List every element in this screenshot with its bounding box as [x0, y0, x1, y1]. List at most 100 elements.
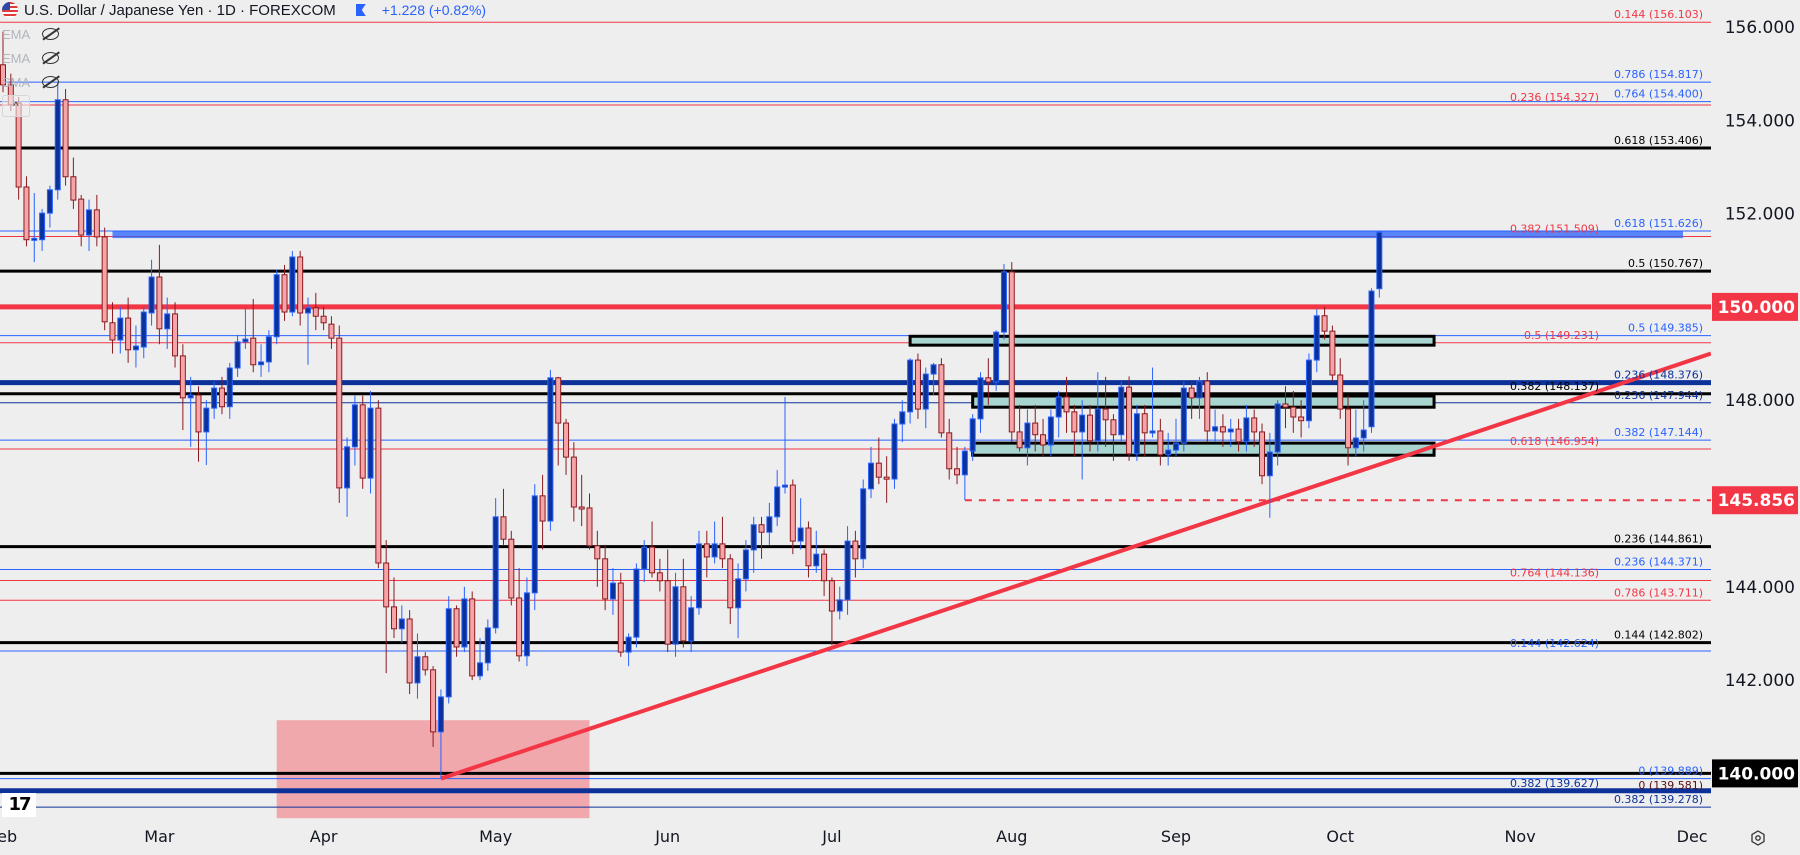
candle-body — [1345, 408, 1352, 449]
bullish-candle — [625, 633, 632, 667]
bearish-candle — [656, 558, 663, 592]
bullish-candle — [766, 502, 773, 545]
bullish-candle — [891, 418, 898, 489]
indicator-row[interactable]: SMA — [2, 74, 60, 90]
candle-body — [265, 336, 272, 363]
plot-area[interactable] — [0, 21, 1711, 819]
bearish-candle — [23, 176, 30, 247]
candle-body — [1126, 386, 1133, 455]
bearish-candle — [195, 386, 202, 462]
candle-body — [0, 64, 6, 86]
candle-body — [633, 568, 640, 638]
candle-body — [672, 586, 679, 645]
bullish-candle — [1055, 390, 1062, 438]
bearish-candle — [578, 474, 585, 527]
bearish-candle — [821, 549, 828, 597]
candle-body — [758, 524, 765, 533]
price-axis[interactable]: 156.000 154.000 152.000 148.000 144.000 142.0… — [1712, 18, 1798, 788]
candle-body — [813, 553, 820, 567]
candle-body — [875, 462, 882, 478]
fib-level-label: 0.382 (148.137) — [1510, 380, 1599, 393]
candle-body — [1008, 271, 1015, 433]
flag-marker-icon[interactable] — [355, 4, 366, 16]
price-tag-label: 145.856 — [1718, 491, 1795, 511]
candle-body — [789, 484, 796, 542]
bearish-candle — [1016, 404, 1023, 452]
bullish-candle — [367, 390, 374, 494]
bearish-candle — [250, 298, 257, 373]
candle-body — [1149, 430, 1156, 434]
candle-body — [125, 317, 132, 351]
indicator-row[interactable]: EMA — [2, 50, 60, 66]
candle-body — [1360, 429, 1367, 439]
bullish-candle — [46, 185, 53, 228]
indicator-label: SMA — [2, 74, 31, 90]
bullish-candle — [641, 540, 648, 583]
eye-off-icon[interactable] — [42, 52, 60, 64]
candle-body — [86, 209, 93, 236]
consolidation-zone — [971, 394, 1436, 409]
bullish-candle — [234, 334, 241, 377]
fib-level-label: 0.236 (154.327) — [1510, 91, 1599, 104]
candle-body — [985, 377, 992, 383]
candle-body — [109, 322, 116, 341]
collapse-legend-button[interactable]: ^ — [2, 95, 30, 117]
bullish-candle — [1243, 404, 1250, 452]
candle-body — [1173, 442, 1179, 451]
candle-body — [1368, 290, 1375, 428]
candle-body — [797, 527, 804, 542]
bullish-candle — [1368, 288, 1375, 433]
bearish-candle — [1063, 376, 1070, 433]
candle-body — [938, 364, 945, 434]
bearish-candle — [570, 442, 577, 522]
candle-body — [1165, 449, 1172, 456]
candle-body — [281, 274, 288, 313]
candle-body — [500, 516, 507, 540]
candle-body — [735, 578, 742, 609]
settings-icon[interactable] — [1750, 830, 1766, 846]
candle-body — [156, 276, 163, 330]
bullish-candle — [711, 521, 718, 564]
time-axis[interactable]: Feb Mar Apr May Jun Jul Aug Sep Oct Nov Dec — [0, 827, 1708, 846]
price-tick-label: 154.000 — [1725, 111, 1795, 131]
bearish-candle — [93, 194, 100, 247]
symbol-title[interactable]: U.S. Dollar / Japanese Yen · 1D · FOREXC… — [24, 1, 336, 19]
bearish-candle — [1235, 418, 1242, 452]
bullish-candle — [1047, 409, 1054, 457]
bearish-candle — [1071, 404, 1078, 457]
eye-off-icon[interactable] — [42, 28, 60, 40]
bearish-candle — [359, 395, 366, 489]
bullish-candle — [1212, 409, 1219, 443]
bearish-candle — [320, 306, 327, 331]
candle-body — [172, 313, 179, 357]
indicator-row[interactable]: EMA — [2, 26, 60, 42]
candle-body — [727, 558, 734, 609]
candle-body — [273, 274, 280, 338]
candle-body — [1110, 419, 1117, 436]
bullish-candle — [1180, 381, 1187, 452]
bearish-candle — [375, 400, 382, 569]
bullish-candle — [742, 540, 749, 592]
eye-off-icon[interactable] — [42, 76, 60, 88]
fib-level-label: 0.236 (148.376) — [1614, 369, 1703, 382]
candle-body — [234, 341, 241, 369]
tradingview-logo[interactable]: 17 — [2, 793, 36, 817]
bullish-candle — [351, 395, 358, 466]
candle-body — [132, 345, 139, 351]
candle-body — [1118, 386, 1125, 436]
candle-body — [453, 608, 460, 648]
bearish-candle — [101, 227, 108, 331]
bearish-candle — [281, 264, 288, 321]
candle-body — [516, 597, 523, 657]
bullish-candle — [750, 516, 757, 573]
bullish-candle — [164, 297, 171, 349]
bearish-candle — [1102, 376, 1109, 447]
fib-level-label: 0 (139.581) — [1638, 779, 1703, 792]
price-tag-label: 140.000 — [1718, 764, 1796, 784]
candle-body — [539, 495, 546, 522]
bearish-candle — [508, 530, 515, 606]
bearish-candle — [539, 474, 546, 550]
bearish-candle — [328, 316, 335, 349]
candle-body — [23, 186, 30, 241]
